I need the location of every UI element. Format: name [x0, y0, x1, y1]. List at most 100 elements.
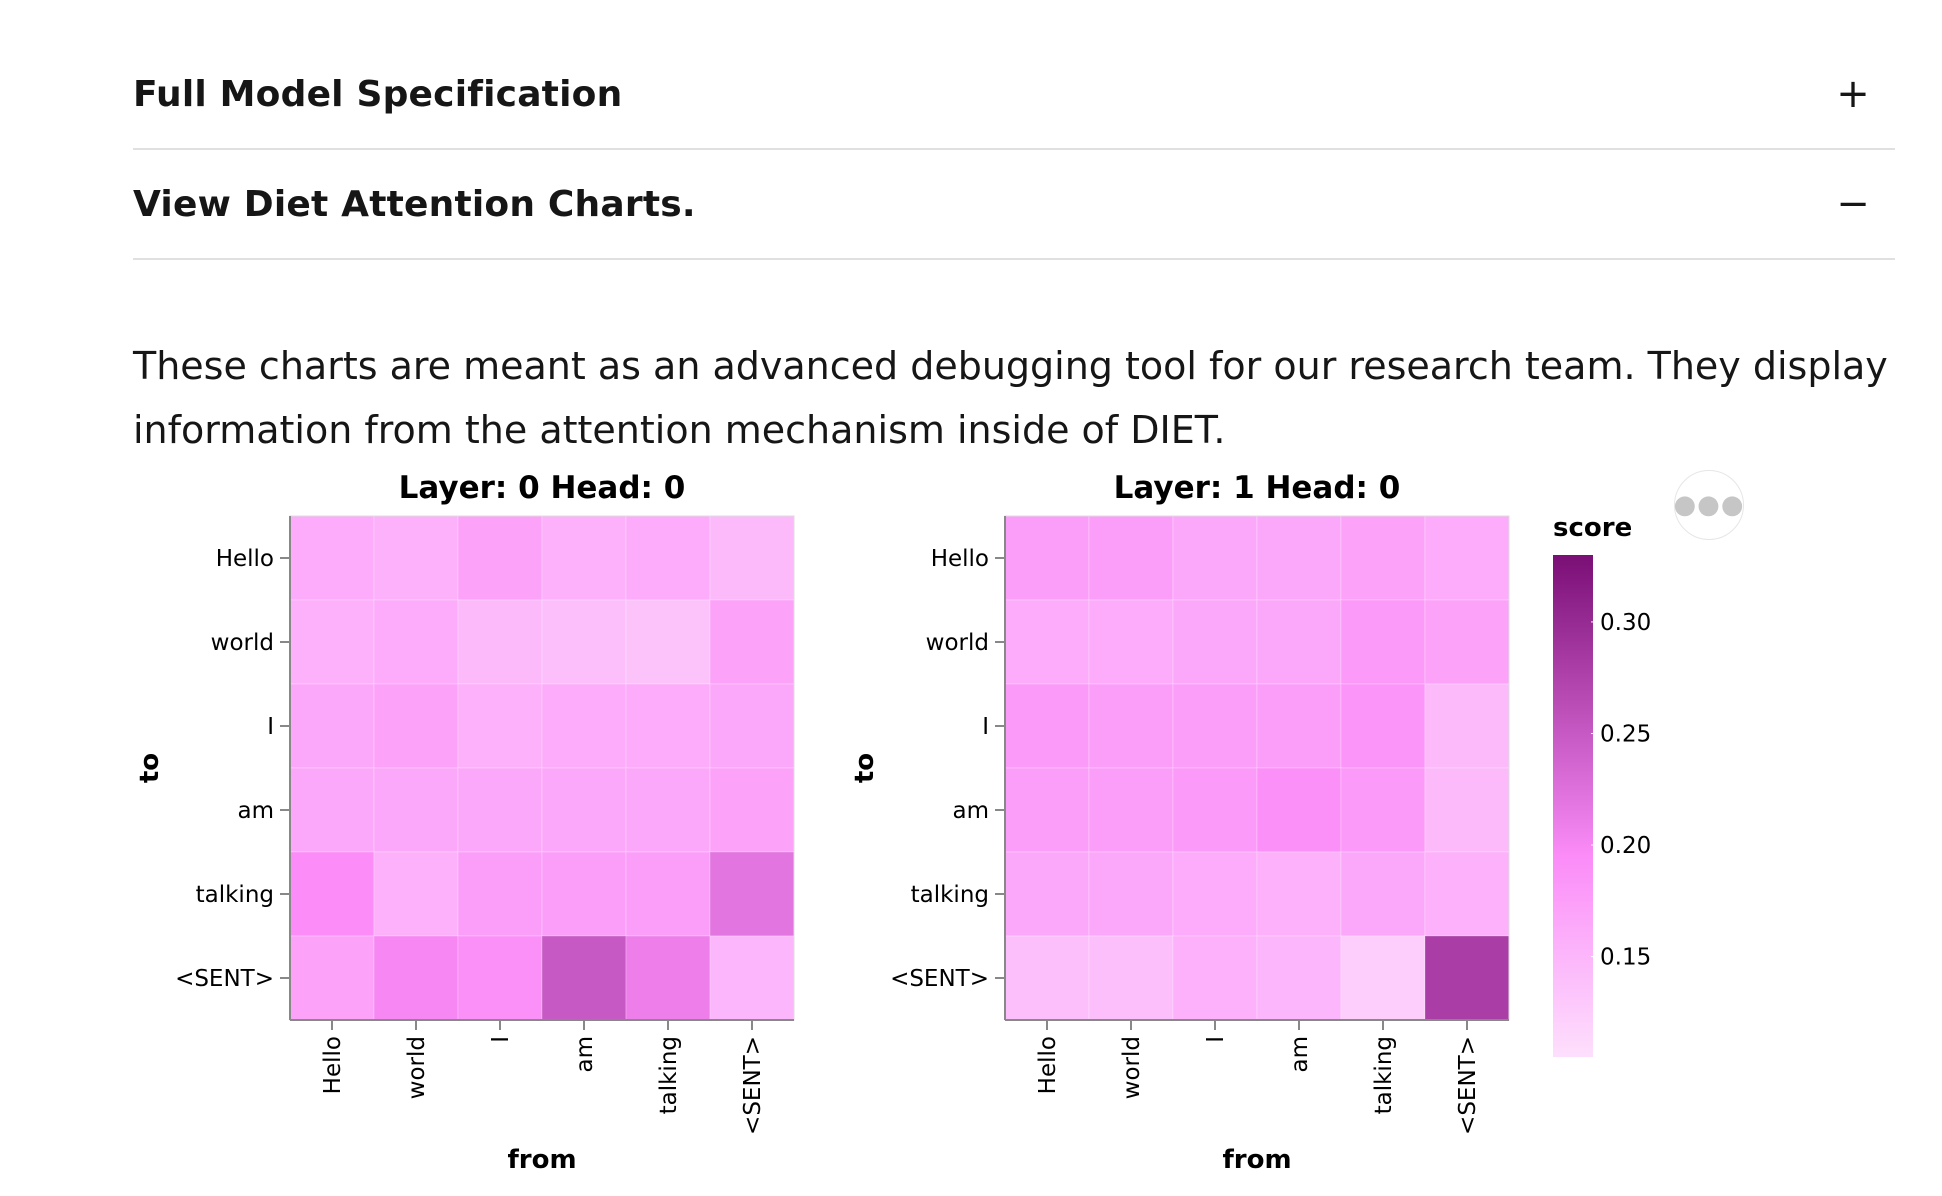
heatmap-cell[interactable] [1256, 515, 1342, 601]
heatmap-cell[interactable] [289, 767, 375, 853]
heatmap-cell[interactable] [709, 599, 795, 685]
heatmap-cell[interactable] [373, 935, 459, 1021]
x-tick-label: <SENT> [740, 1036, 766, 1135]
heatmap-cell[interactable] [1088, 599, 1174, 685]
y-tick-label: world [211, 630, 274, 656]
heatmap-cell[interactable] [373, 683, 459, 769]
x-tick-label: talking [1371, 1036, 1397, 1114]
x-tick-label: I [1203, 1036, 1229, 1043]
chart-title: Layer: 1 Head: 0 [1114, 470, 1401, 506]
heatmap-cell[interactable] [1256, 683, 1342, 769]
heatmap-cell[interactable] [625, 851, 711, 937]
legend-title: score [1553, 513, 1632, 543]
heatmap-cell[interactable] [1004, 515, 1090, 601]
minus-icon[interactable]: − [1836, 181, 1870, 227]
y-tick-label: talking [196, 882, 274, 908]
heatmap-cell[interactable] [541, 515, 627, 601]
heatmap-cell[interactable] [1256, 935, 1342, 1021]
heatmap-cell[interactable] [1256, 767, 1342, 853]
heatmap-cell[interactable] [373, 599, 459, 685]
heatmap-cell[interactable] [373, 851, 459, 937]
x-tick-label: <SENT> [1455, 1036, 1481, 1135]
heatmap-cell[interactable] [1172, 599, 1258, 685]
heatmap-cell[interactable] [1340, 767, 1426, 853]
y-tick-label: <SENT> [890, 966, 989, 992]
heatmap-cell[interactable] [1088, 935, 1174, 1021]
heatmap-cell[interactable] [1172, 851, 1258, 937]
heatmap-cell[interactable] [1340, 515, 1426, 601]
more-horizontal-icon[interactable]: ●●● [1673, 470, 1744, 540]
y-tick-label: I [982, 714, 989, 740]
heatmap-cell[interactable] [1172, 683, 1258, 769]
heatmap-cell[interactable] [1172, 515, 1258, 601]
heatmap-cell[interactable] [709, 515, 795, 601]
heatmap-cell[interactable] [457, 683, 543, 769]
heatmap-cell[interactable] [1172, 767, 1258, 853]
heatmap-cell[interactable] [289, 935, 375, 1021]
heatmap-cell[interactable] [625, 935, 711, 1021]
heatmap-cell[interactable] [373, 767, 459, 853]
heatmap-cell[interactable] [1256, 851, 1342, 937]
heatmap-cell[interactable] [541, 683, 627, 769]
heatmap-cell[interactable] [1004, 683, 1090, 769]
y-tick-label: world [926, 630, 989, 656]
x-tick-label: am [1287, 1036, 1313, 1073]
heatmap-cell[interactable] [1172, 935, 1258, 1021]
y-tick-label: I [267, 714, 274, 740]
accordion-title: View Diet Attention Charts. [133, 183, 696, 225]
heatmap-cell[interactable] [1088, 767, 1174, 853]
heatmap-cell[interactable] [457, 851, 543, 937]
heatmap-cell[interactable] [1424, 683, 1510, 769]
plus-icon[interactable]: + [1836, 71, 1870, 117]
legend-tick-label: 0.20 [1600, 833, 1651, 859]
heatmap-cell[interactable] [1088, 515, 1174, 601]
heatmap-cell[interactable] [1424, 767, 1510, 853]
heatmap-cell[interactable] [625, 683, 711, 769]
heatmap-cell[interactable] [289, 515, 375, 601]
accordion-item-full-model-specification[interactable]: Full Model Specification + [133, 40, 1895, 150]
heatmap-cell[interactable] [709, 851, 795, 937]
heatmap-cell[interactable] [457, 599, 543, 685]
heatmap-cell[interactable] [541, 599, 627, 685]
heatmap-cell[interactable] [457, 767, 543, 853]
heatmap-cell[interactable] [1088, 683, 1174, 769]
heatmap-cell[interactable] [1004, 935, 1090, 1021]
accordion-item-view-diet-attention-charts[interactable]: View Diet Attention Charts. − [133, 150, 1895, 260]
heatmap-cell[interactable] [1424, 599, 1510, 685]
heatmap-cell[interactable] [709, 683, 795, 769]
heatmap-cell[interactable] [457, 935, 543, 1021]
x-tick-label: am [572, 1036, 598, 1073]
heatmap-cell[interactable] [373, 515, 459, 601]
heatmap-cell[interactable] [1340, 935, 1426, 1021]
heatmap-cell[interactable] [1004, 851, 1090, 937]
legend-tick-label: 0.30 [1600, 610, 1651, 636]
heatmap-cell[interactable] [709, 935, 795, 1021]
heatmap-cell[interactable] [541, 767, 627, 853]
heatmap-cell[interactable] [625, 515, 711, 601]
accordion: Full Model Specification + View Diet Att… [133, 40, 1895, 260]
accordion-title: Full Model Specification [133, 73, 623, 115]
heatmap-cell[interactable] [1088, 851, 1174, 937]
x-axis-title: from [507, 1145, 576, 1175]
heatmap-cell[interactable] [1424, 851, 1510, 937]
heatmap-cell[interactable] [1424, 935, 1510, 1021]
heatmap-cell[interactable] [1340, 851, 1426, 937]
heatmap-cell[interactable] [541, 935, 627, 1021]
heatmap-cell[interactable] [625, 767, 711, 853]
heatmap-cell[interactable] [541, 851, 627, 937]
heatmap-cell[interactable] [1256, 599, 1342, 685]
heatmap-cell[interactable] [289, 683, 375, 769]
heatmap-cell[interactable] [289, 851, 375, 937]
y-tick-label: talking [911, 882, 989, 908]
y-axis-title: to [850, 753, 880, 783]
heatmap-cell[interactable] [457, 515, 543, 601]
heatmap-cell[interactable] [1340, 599, 1426, 685]
heatmap-cell[interactable] [625, 599, 711, 685]
heatmap-cell[interactable] [1004, 767, 1090, 853]
heatmap-cell[interactable] [709, 767, 795, 853]
heatmap-cell[interactable] [1340, 683, 1426, 769]
heatmap-cell[interactable] [1424, 515, 1510, 601]
heatmap-cell[interactable] [1004, 599, 1090, 685]
heatmap-cell[interactable] [289, 599, 375, 685]
